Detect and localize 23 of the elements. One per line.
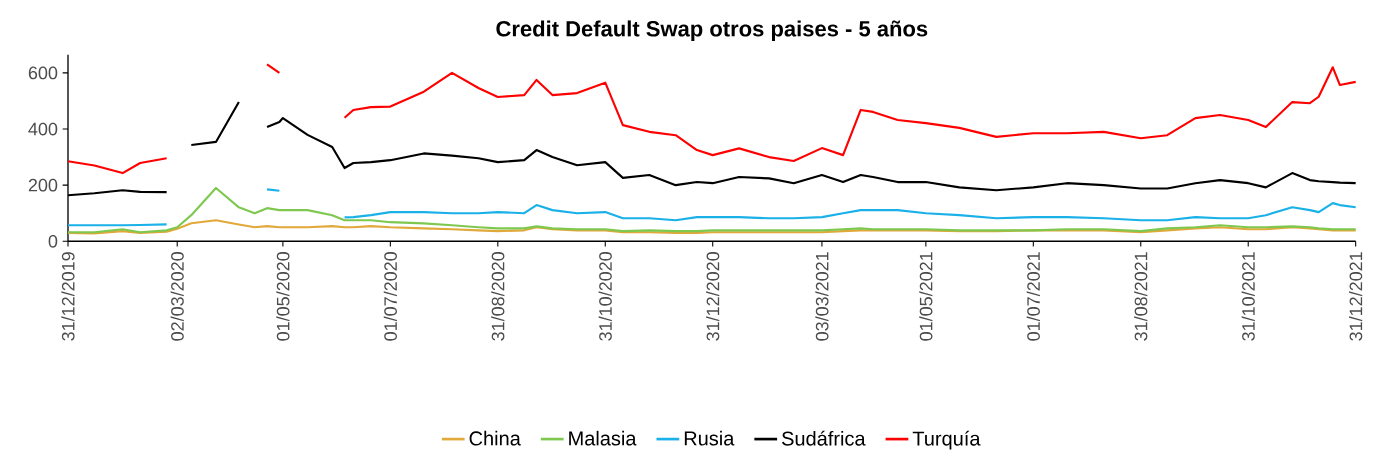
x-tick-label: 02/03/2020	[170, 251, 184, 341]
x-tick-label: 01/05/2021	[919, 252, 933, 341]
x-tick-label: 31/12/2020	[706, 251, 720, 341]
x-tick-label: 03/03/2021	[815, 252, 829, 341]
y-tick-label: 400	[28, 122, 58, 136]
x-tick-label: 31/10/2021	[1241, 252, 1255, 341]
x-tick-label: 01/07/2020	[383, 251, 397, 341]
y-tick-label: 200	[28, 178, 58, 192]
x-tick-label: 31/12/2021	[1349, 252, 1363, 341]
y-tick-label: 600	[28, 66, 58, 80]
legend-label: China	[469, 430, 521, 446]
x-tick-label: 31/08/2021	[1134, 252, 1148, 341]
chart-title: Credit Default Swap otros paises - 5 años	[496, 20, 928, 41]
x-tick-label: 31/10/2020	[598, 251, 612, 341]
legend-label: Malasia	[569, 430, 637, 446]
legend-label: Sudáfrica	[782, 430, 866, 446]
x-tick-label: 01/05/2020	[276, 251, 290, 341]
x-tick-label: 31/08/2020	[491, 251, 505, 341]
legend-label: Rusia	[684, 430, 735, 446]
y-tick-label: 0	[48, 234, 58, 248]
legend-label: Turquía	[912, 430, 981, 450]
x-tick-label: 01/07/2021	[1026, 252, 1040, 341]
x-tick-label: 31/12/2019	[61, 252, 75, 341]
